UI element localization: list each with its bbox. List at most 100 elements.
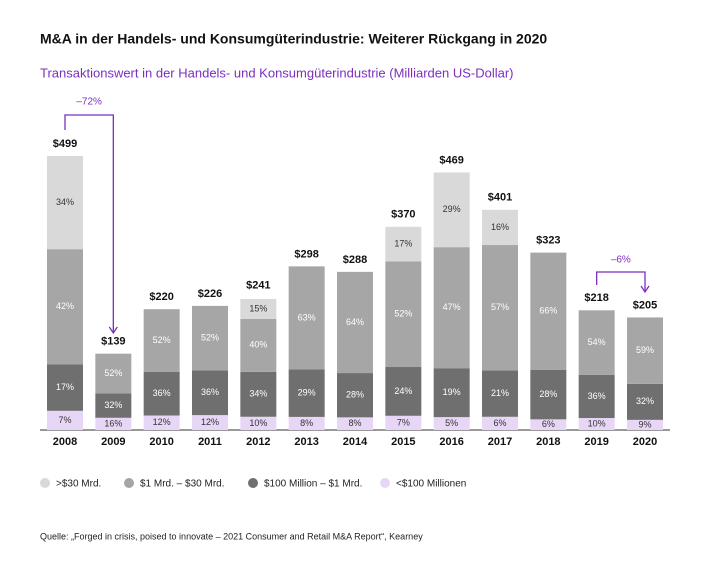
segment-label: 52% [201,333,219,343]
legend-marker [380,478,390,488]
segment-label: 8% [348,418,361,428]
segment-label: 6% [542,419,555,429]
bar-segment [337,417,373,430]
segment-label: 12% [201,417,219,427]
bar-segment [47,156,83,250]
segment-label: 17% [394,238,412,248]
bar-segment [578,374,615,419]
bar-segment [530,369,567,420]
segment-label: 19% [443,387,461,397]
legend-label: $1 Mrd. – $30 Mrd. [140,479,224,490]
bar-segment [433,172,470,248]
bar-segment [240,416,277,430]
bar-segment [482,245,518,371]
bar-segment [482,209,518,246]
total-label: $401 [488,192,512,204]
bar-segment [433,417,470,430]
chart-subtitle: Transaktionswert in der Handels- und Kon… [40,65,514,80]
segment-label: 12% [153,417,171,427]
bar-segment [95,417,132,430]
arrow-head [108,326,118,335]
bar-segment [47,410,83,430]
segment-label: 21% [491,388,509,398]
bar-segment [337,373,373,418]
bar-segment [192,370,228,416]
x-tick-label: 2018 [536,436,560,448]
legend-label: <$100 Millionen [396,479,466,490]
x-tick-label: 2019 [584,436,608,448]
legend-marker [124,478,134,488]
bar-segment [95,353,132,394]
bar-segment [482,416,518,430]
annotation: –6% [611,255,631,266]
segment-label: 7% [397,417,410,427]
bar-segment [240,318,277,372]
segment-label: 5% [445,418,458,428]
total-label: $218 [584,292,608,304]
bar-segment [433,368,470,418]
legend-label: >$30 Mrd. [56,479,101,490]
bar-segment [143,309,180,373]
bar-segment [143,415,180,430]
chart-title: M&A in der Handels- und Konsumgüterindus… [40,31,547,47]
segment-label: 52% [153,335,171,345]
segment-label: 16% [491,222,509,232]
bar-segment [192,305,228,371]
segment-label: 57% [491,302,509,312]
x-tick-label: 2011 [198,436,222,448]
segment-label: 66% [539,306,557,316]
segment-label: 10% [249,418,267,428]
legend-label: $100 Million – $1 Mrd. [264,479,362,490]
segment-label: 52% [394,309,412,319]
total-label: $323 [536,235,560,247]
segment-label: 64% [346,317,364,327]
bar-segment [385,261,422,368]
bar-segment [95,393,132,418]
total-label: $499 [53,138,77,150]
segment-label: 15% [249,303,267,313]
segment-label: 32% [636,396,654,406]
segment-label: 29% [443,204,461,214]
bar-segment [288,416,325,430]
bar-segment [240,371,277,417]
segment-label: 59% [636,345,654,355]
segment-label: 29% [298,388,316,398]
segment-label: 28% [346,390,364,400]
total-label: $298 [294,248,318,260]
segment-label: 34% [249,389,267,399]
segment-label: 7% [58,415,71,425]
bar-segment [530,252,567,370]
total-label: $220 [149,291,173,303]
total-label: $226 [198,288,222,300]
bar-segment [337,271,373,374]
bar-segment [192,415,228,430]
segment-label: 8% [300,418,313,428]
segment-label: 42% [56,301,74,311]
segment-label: 16% [104,418,122,428]
segment-label: 52% [104,368,122,378]
x-tick-label: 2013 [294,436,318,448]
x-tick-label: 2010 [149,436,173,448]
total-label: $241 [246,280,270,292]
total-label: $370 [391,209,415,221]
x-tick-label: 2014 [343,436,368,448]
bar-segment [578,310,615,375]
x-tick-label: 2009 [101,436,125,448]
segment-label: 10% [588,418,606,428]
x-tick-label: 2012 [246,436,270,448]
bar-segment [143,372,180,416]
bar-segment [530,419,567,430]
segment-label: 47% [443,302,461,312]
total-label: $139 [101,336,125,348]
bar-segment [385,226,422,262]
x-tick-label: 2008 [53,436,77,448]
segment-label: 17% [56,382,74,392]
segment-label: 54% [588,337,606,347]
legend-marker [40,478,50,488]
segment-label: 36% [201,387,219,397]
segment-label: 63% [298,312,316,322]
legend-marker [248,478,258,488]
segment-label: 6% [493,418,506,428]
source: Quelle: „Forged in crisis, poised to inn… [40,531,423,541]
